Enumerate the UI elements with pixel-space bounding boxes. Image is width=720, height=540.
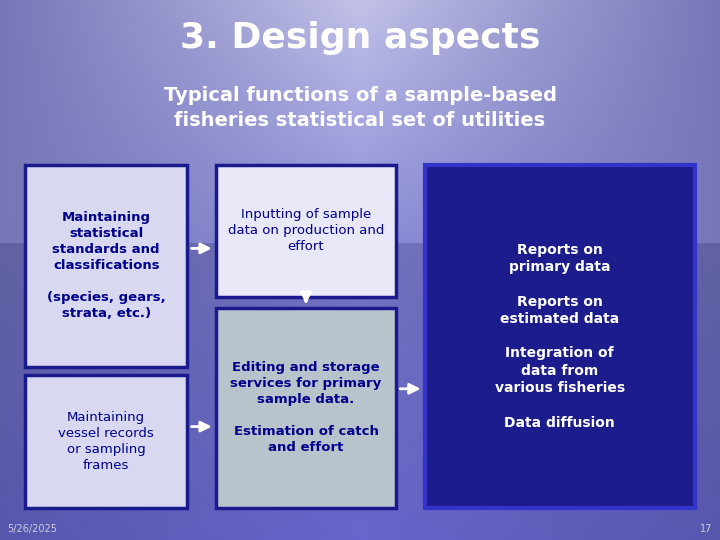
Text: Editing and storage
services for primary
sample data.

Estimation of catch
and e: Editing and storage services for primary… <box>230 361 382 454</box>
Text: 5/26/2025: 5/26/2025 <box>7 523 57 534</box>
FancyBboxPatch shape <box>25 375 187 508</box>
Text: Inputting of sample
data on production and
effort: Inputting of sample data on production a… <box>228 208 384 253</box>
Text: 17: 17 <box>701 523 713 534</box>
FancyBboxPatch shape <box>216 165 396 297</box>
FancyBboxPatch shape <box>216 308 396 508</box>
Text: Maintaining
vessel records
or sampling
frames: Maintaining vessel records or sampling f… <box>58 411 154 472</box>
Text: Reports on
primary data

Reports on
estimated data

Integration of
data from
var: Reports on primary data Reports on estim… <box>495 242 625 430</box>
Text: Typical functions of a sample-based
fisheries statistical set of utilities: Typical functions of a sample-based fish… <box>163 86 557 130</box>
FancyBboxPatch shape <box>425 165 695 508</box>
Text: 3. Design aspects: 3. Design aspects <box>180 21 540 55</box>
FancyBboxPatch shape <box>25 165 187 367</box>
Text: Maintaining
statistical
standards and
classifications

(species, gears,
strata, : Maintaining statistical standards and cl… <box>47 212 166 320</box>
